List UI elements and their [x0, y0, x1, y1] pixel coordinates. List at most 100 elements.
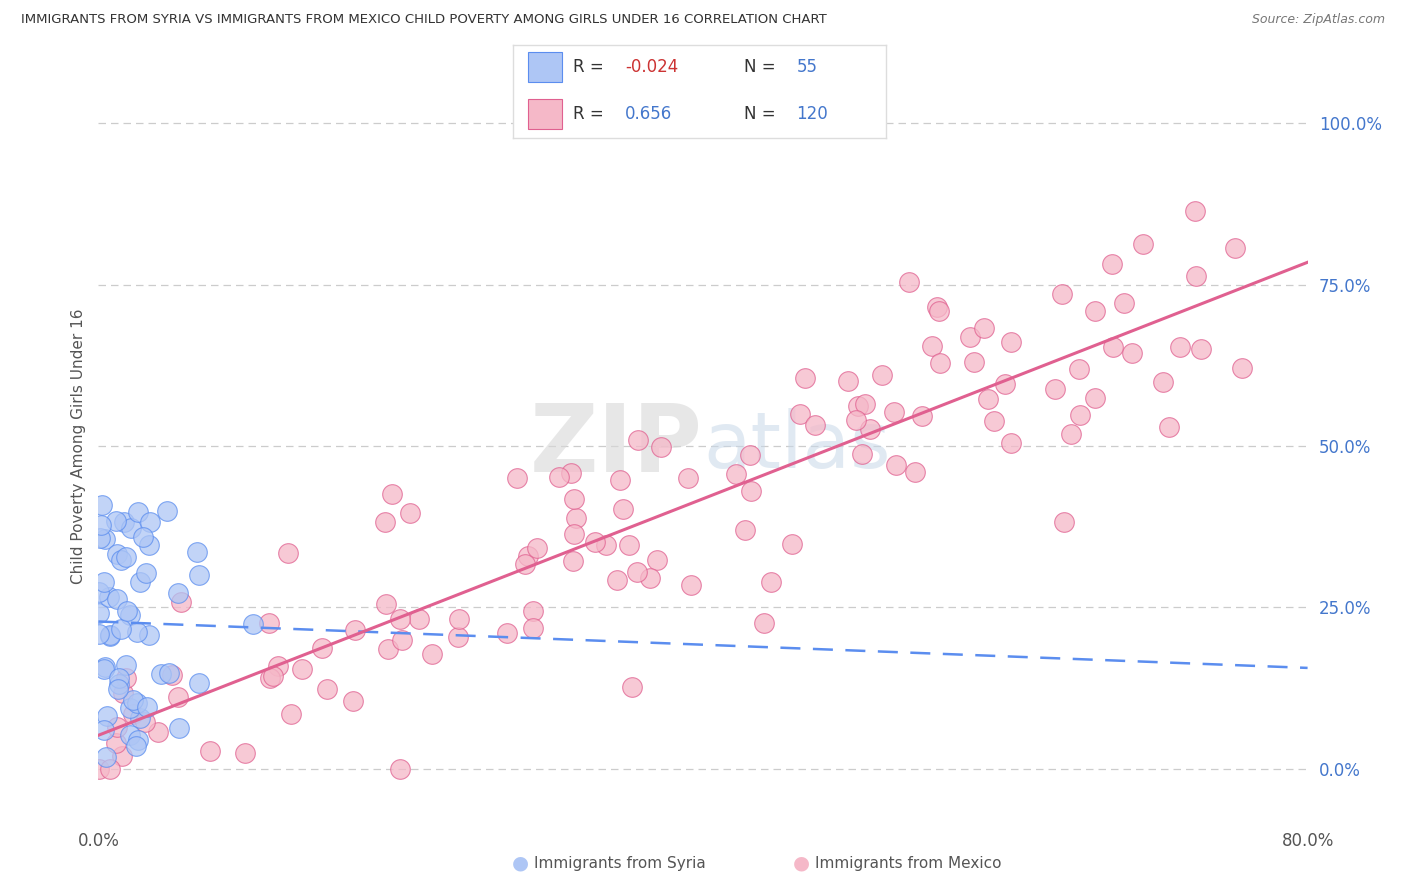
Point: [547, 469, 569, 483]
Point: [188, 676, 211, 690]
Point: [846, 400, 869, 414]
Point: [107, 547, 129, 561]
Point: [619, 539, 641, 553]
Point: [1157, 419, 1180, 434]
Point: [129, 711, 152, 725]
Point: [120, 521, 142, 535]
Text: ●: ●: [793, 854, 810, 873]
Point: [752, 615, 775, 630]
Point: [983, 414, 1005, 428]
Point: [127, 732, 149, 747]
Point: [1060, 427, 1083, 442]
Point: [595, 538, 617, 552]
Point: [114, 671, 136, 685]
Point: [277, 546, 299, 560]
Point: [734, 523, 756, 537]
Point: [104, 736, 127, 750]
Point: [388, 612, 411, 626]
Point: [724, 467, 747, 482]
Point: [90, 498, 112, 512]
Point: [105, 591, 128, 606]
Point: [125, 696, 148, 710]
Point: [162, 668, 184, 682]
Point: [125, 739, 148, 753]
Point: [391, 633, 413, 648]
Point: [994, 377, 1017, 392]
Point: [583, 535, 606, 549]
Point: [377, 642, 399, 657]
Point: [640, 571, 662, 585]
Point: [157, 666, 180, 681]
Point: [139, 515, 162, 529]
Point: [262, 669, 284, 683]
Text: ZIP: ZIP: [530, 400, 703, 492]
Point: [374, 515, 396, 529]
Point: [928, 303, 950, 318]
Point: [89, 626, 111, 640]
Point: [120, 607, 142, 622]
Point: [859, 421, 882, 435]
Point: [110, 553, 132, 567]
Point: [110, 622, 132, 636]
Point: [522, 604, 544, 618]
Point: [291, 662, 314, 676]
Point: [121, 707, 143, 722]
Point: [921, 339, 943, 353]
Point: [93, 659, 115, 673]
Point: [759, 574, 782, 589]
Point: [259, 672, 281, 686]
Point: [851, 447, 873, 461]
Point: [311, 640, 333, 655]
Point: [108, 671, 131, 685]
Text: R =: R =: [572, 58, 603, 76]
Point: [609, 474, 631, 488]
Point: [134, 715, 156, 730]
Bar: [529, 99, 561, 129]
Point: [973, 320, 995, 334]
Point: [136, 700, 159, 714]
Point: [506, 471, 529, 485]
Point: [135, 566, 157, 581]
Point: [740, 449, 762, 463]
Point: [963, 354, 986, 368]
Text: Source: ZipAtlas.com: Source: ZipAtlas.com: [1251, 13, 1385, 27]
Point: [120, 728, 142, 742]
Point: [127, 625, 149, 640]
Point: [131, 530, 153, 544]
Point: [516, 549, 538, 563]
Point: [884, 458, 907, 473]
Point: [115, 549, 138, 564]
Point: [155, 504, 177, 518]
Point: [188, 568, 211, 582]
Point: [626, 565, 648, 579]
Point: [149, 666, 172, 681]
Point: [89, 585, 111, 599]
Point: [138, 538, 160, 552]
Point: [186, 545, 208, 559]
Point: [87, 762, 110, 776]
Point: [266, 659, 288, 673]
Point: [837, 374, 859, 388]
Point: [897, 275, 920, 289]
Point: [138, 627, 160, 641]
Point: [1050, 286, 1073, 301]
Text: 120: 120: [796, 105, 828, 123]
Point: [612, 502, 634, 516]
Point: [1184, 204, 1206, 219]
Point: [344, 624, 367, 638]
Point: [650, 440, 672, 454]
Point: [449, 612, 471, 626]
Point: [280, 706, 302, 721]
Point: [107, 720, 129, 734]
Point: [315, 682, 337, 697]
Point: [870, 368, 893, 383]
Point: [977, 392, 1000, 407]
Point: [374, 597, 396, 611]
Text: 0.656: 0.656: [624, 105, 672, 123]
Point: [845, 412, 868, 426]
Point: [1185, 269, 1208, 284]
Y-axis label: Child Poverty Among Girls Under 16: Child Poverty Among Girls Under 16: [72, 309, 87, 583]
Point: [112, 515, 135, 529]
Point: [447, 630, 470, 644]
Point: [562, 527, 585, 541]
